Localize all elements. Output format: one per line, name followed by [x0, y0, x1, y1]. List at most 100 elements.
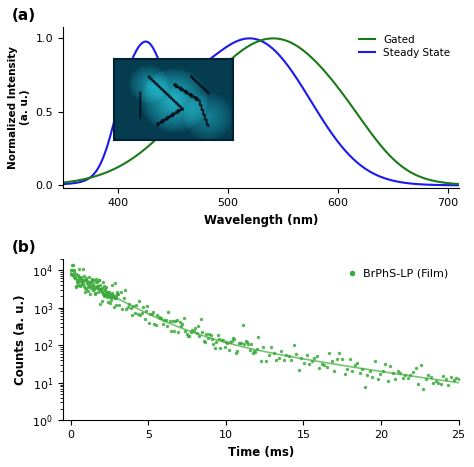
Point: [117, 289, 125, 296]
Point: [323, 363, 330, 370]
Point: [77, 282, 85, 289]
Point: [170, 327, 178, 334]
Point: [67, 270, 75, 278]
Point: [265, 351, 273, 359]
Point: [169, 317, 176, 325]
Point: [237, 340, 245, 347]
Point: [87, 278, 94, 286]
Point: [222, 338, 230, 346]
Point: [105, 290, 113, 298]
Point: [280, 356, 288, 363]
Point: [394, 368, 401, 375]
Point: [381, 360, 389, 368]
Point: [149, 308, 157, 315]
Point: [201, 339, 209, 346]
Point: [455, 375, 463, 383]
Point: [288, 357, 295, 364]
Point: [183, 331, 191, 338]
Point: [358, 365, 366, 373]
Point: [72, 275, 79, 282]
Point: [109, 281, 116, 289]
Point: [369, 374, 376, 381]
Point: [198, 328, 206, 336]
Point: [205, 330, 213, 337]
Point: [131, 310, 138, 317]
Point: [245, 340, 252, 348]
Point: [110, 304, 118, 311]
Point: [177, 322, 185, 329]
Point: [90, 280, 97, 288]
Point: [98, 288, 106, 295]
Point: [102, 285, 109, 293]
Point: [419, 385, 427, 393]
Point: [87, 283, 94, 290]
Point: [246, 347, 254, 354]
Point: [215, 336, 223, 343]
Point: [424, 371, 432, 379]
Point: [106, 292, 113, 299]
Point: [243, 339, 251, 346]
Point: [69, 272, 77, 279]
Point: [83, 279, 91, 287]
Point: [193, 330, 201, 337]
Point: [253, 346, 261, 353]
Point: [88, 275, 96, 283]
Point: [93, 282, 101, 290]
Point: [235, 339, 242, 347]
Point: [184, 332, 192, 340]
Point: [145, 319, 153, 327]
Point: [208, 335, 216, 343]
Point: [310, 354, 318, 361]
Point: [89, 283, 97, 291]
Point: [107, 293, 114, 301]
Point: [96, 281, 104, 288]
Point: [318, 360, 326, 368]
Point: [217, 344, 224, 352]
Point: [72, 270, 79, 278]
Point: [305, 361, 313, 368]
Point: [71, 274, 79, 282]
Point: [75, 265, 82, 273]
Point: [412, 364, 419, 371]
Point: [108, 290, 116, 297]
Point: [108, 292, 115, 300]
Point: [102, 288, 109, 296]
Point: [134, 310, 141, 318]
Y-axis label: Normalized Intensity
(a. u.): Normalized Intensity (a. u.): [9, 46, 30, 169]
Point: [331, 368, 338, 375]
Point: [78, 273, 85, 281]
Point: [452, 374, 460, 382]
Point: [91, 285, 98, 292]
Point: [207, 332, 214, 339]
Point: [315, 365, 323, 372]
Point: [313, 353, 320, 360]
Point: [354, 360, 361, 367]
Point: [167, 327, 175, 334]
Point: [74, 282, 82, 289]
Point: [112, 294, 120, 302]
Point: [364, 371, 371, 379]
Point: [341, 371, 348, 378]
Point: [70, 262, 77, 269]
Point: [86, 290, 94, 297]
Point: [107, 296, 115, 304]
Point: [162, 316, 169, 324]
Point: [191, 325, 199, 332]
Point: [328, 358, 336, 365]
Point: [336, 349, 343, 356]
Point: [77, 274, 84, 282]
Point: [84, 283, 92, 290]
Point: [141, 315, 148, 323]
Point: [255, 333, 262, 341]
Point: [333, 355, 341, 363]
Point: [110, 293, 118, 300]
Point: [338, 356, 346, 363]
Point: [187, 328, 195, 336]
Point: [81, 284, 88, 291]
Point: [144, 302, 151, 310]
Point: [113, 290, 121, 298]
Point: [70, 267, 77, 274]
Point: [88, 277, 95, 285]
Point: [102, 283, 110, 291]
Point: [113, 301, 120, 308]
